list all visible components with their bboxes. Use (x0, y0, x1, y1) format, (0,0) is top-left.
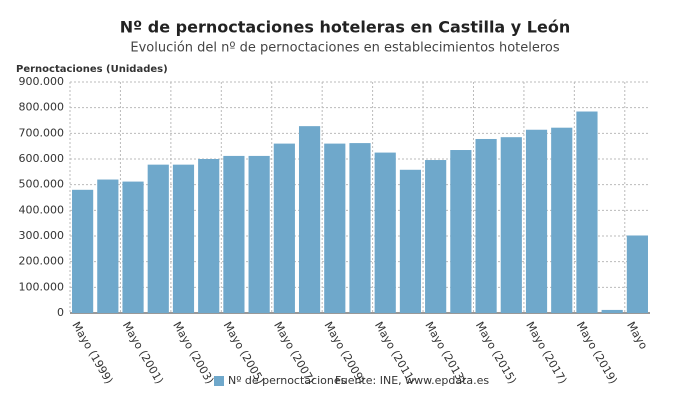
bar (500, 137, 522, 313)
bar (450, 150, 472, 313)
bar (97, 179, 119, 313)
y-tick-label: 0 (57, 306, 64, 319)
bar (273, 143, 295, 313)
y-tick-label: 900.000 (19, 75, 65, 88)
bar (576, 111, 598, 314)
bar (425, 160, 447, 313)
bar (475, 138, 497, 313)
x-tick-label: Mayo (2003) (170, 320, 216, 387)
bar (525, 129, 548, 313)
bar (349, 143, 371, 313)
bar (198, 159, 220, 313)
y-tick-label: 500.000 (19, 178, 65, 191)
x-tick-label: Mayo (1999) (69, 320, 115, 387)
bar (172, 164, 195, 313)
x-tick-label: Mayo (2019) (574, 320, 620, 387)
bar (147, 164, 169, 313)
bar (399, 169, 422, 313)
y-tick-label: 800.000 (19, 101, 65, 114)
y-tick-label: 100.000 (19, 280, 65, 293)
bar (223, 155, 245, 313)
y-axis-label: Pernoctaciones (Unidades) (16, 64, 168, 75)
bar (626, 235, 648, 313)
legend-label: Nº de pernoctaciones (228, 374, 347, 387)
x-tick-label: Mayo (624, 320, 650, 352)
bar (551, 127, 573, 313)
chart-subtitle: Evolución del nº de pernoctaciones en es… (130, 41, 560, 56)
x-tick-label: Mayo (2001) (120, 320, 166, 387)
bar (72, 189, 94, 313)
bar (248, 155, 270, 313)
y-tick-label: 400.000 (19, 203, 65, 216)
x-tick-label: Mayo (2017) (523, 320, 569, 387)
y-tick-label: 200.000 (19, 255, 65, 268)
y-tick-label: 700.000 (19, 126, 65, 139)
bar (122, 181, 144, 313)
bar (298, 126, 321, 313)
y-tick-label: 600.000 (19, 152, 65, 165)
legend-swatch (214, 376, 224, 386)
chart-title: Nº de pernoctaciones hoteleras en Castil… (120, 18, 570, 37)
source: Fuente: INE, www.epdata.es (335, 374, 489, 387)
y-tick-label: 300.000 (19, 229, 65, 242)
bar (374, 152, 396, 313)
bar (601, 309, 623, 313)
bar (324, 143, 346, 313)
